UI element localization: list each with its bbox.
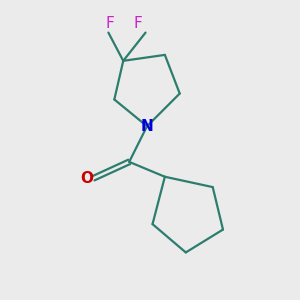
Text: O: O [80,171,94,186]
Text: N: N [141,119,153,134]
Text: F: F [106,16,114,31]
Text: F: F [134,16,142,31]
